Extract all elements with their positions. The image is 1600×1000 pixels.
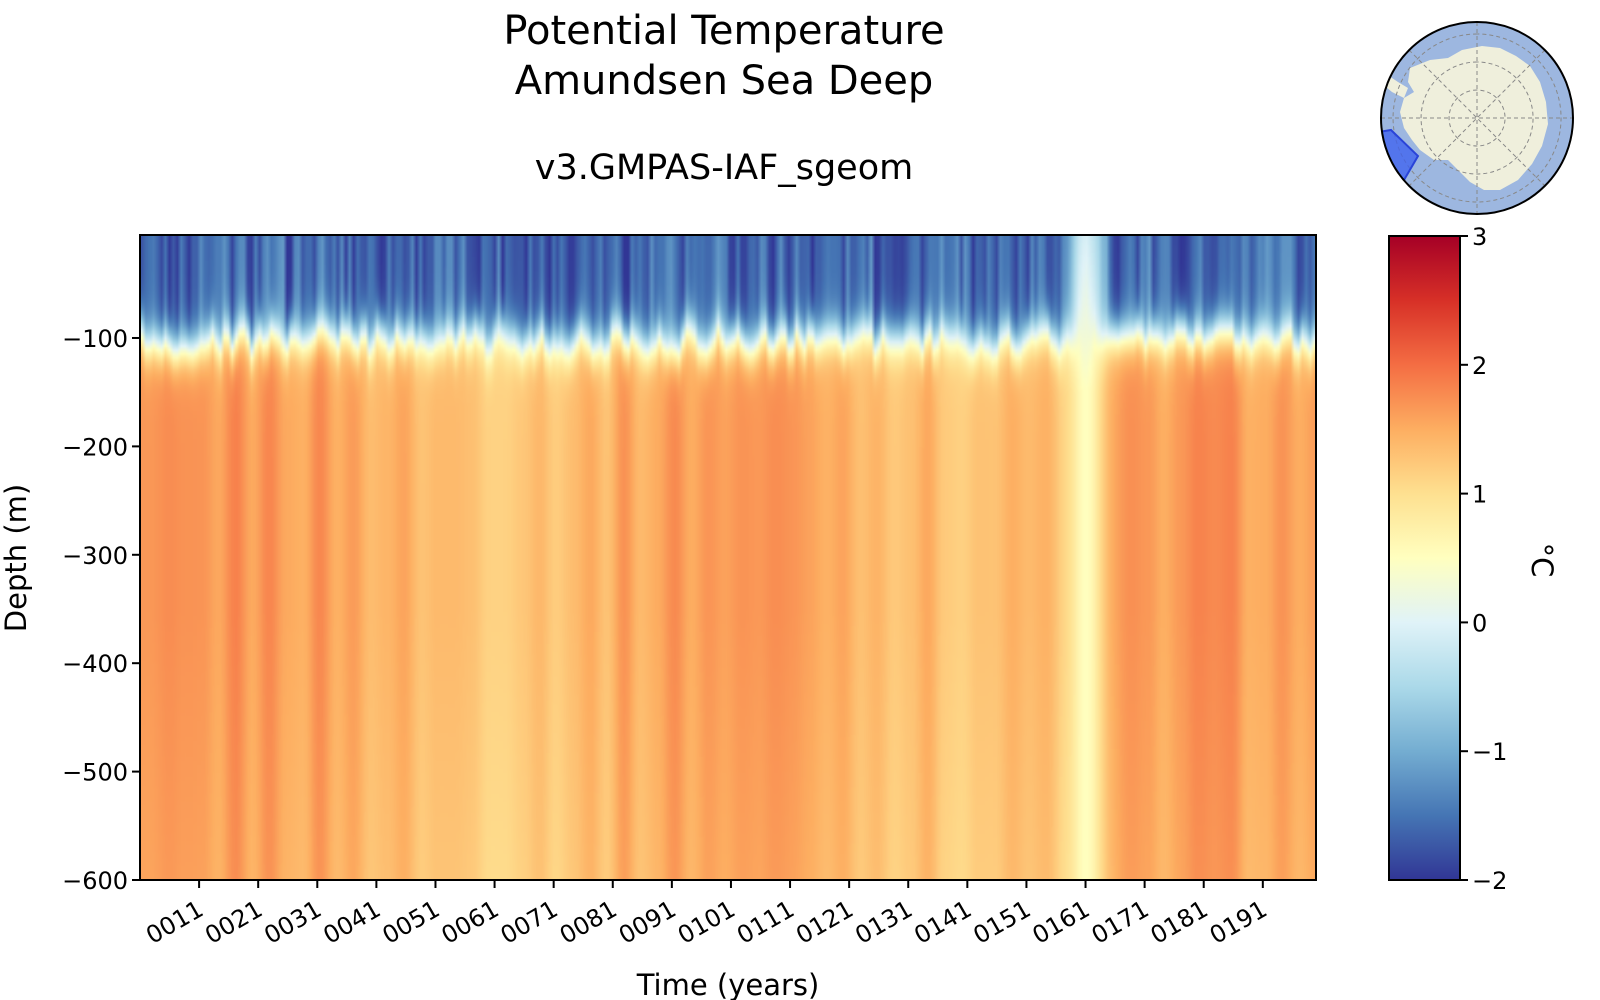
x-tick-label-3: 0041	[318, 895, 385, 950]
x-tick-label-6: 0071	[496, 895, 563, 950]
x-tick-label-14: 0151	[969, 895, 1036, 950]
plot-frame	[139, 234, 1317, 881]
colorbar-tick-label-5: −2	[1472, 867, 1507, 895]
x-tick-label-5: 0061	[437, 895, 504, 950]
chart-title-line-1: Potential Temperature	[503, 8, 945, 54]
x-tick-label-9: 0101	[673, 895, 740, 950]
x-tick-label-15: 0161	[1028, 895, 1095, 950]
x-tick-label-2: 0031	[259, 895, 326, 950]
heatmap-field	[140, 235, 1316, 880]
chart-subtitle: v3.GMPAS-IAF_sgeom	[534, 148, 914, 188]
colorbar	[1388, 235, 1461, 881]
x-tick-label-17: 0181	[1146, 895, 1213, 950]
x-tick-label-11: 0121	[791, 895, 858, 950]
x-tick-label-13: 0141	[909, 895, 976, 950]
y-tick-label-0: −100	[62, 325, 128, 353]
y-tick-label-3: −400	[62, 650, 128, 678]
y-tick-label-4: −500	[62, 759, 128, 787]
x-axis-ticks: 0011002100310041005100610071008100910101…	[141, 880, 1272, 950]
colorbar-tick-label-0: 3	[1472, 223, 1487, 251]
y-tick-label-1: −200	[62, 433, 128, 461]
y-axis-ticks: −100 −200 −300 −400 −500 −600	[62, 325, 140, 895]
x-tick-label-12: 0131	[850, 895, 917, 950]
inset-map	[1380, 21, 1574, 215]
x-tick-label-18: 0191	[1205, 895, 1272, 950]
colorbar-ticks: 3 2 1 0 −1 −2	[1460, 223, 1507, 895]
y-tick-label-2: −300	[62, 542, 128, 570]
inset-graticule-circle-2	[1420, 61, 1534, 175]
y-axis-label: Depth (m)	[0, 484, 33, 632]
colorbar-tick-label-1: 2	[1472, 352, 1487, 380]
colorbar-label: °C	[1525, 543, 1559, 578]
colorbar-tick-label-3: 0	[1472, 609, 1487, 637]
heatmap-image	[140, 235, 1316, 880]
x-tick-label-7: 0081	[555, 895, 622, 950]
inset-globe-outline	[1380, 21, 1574, 215]
x-tick-label-10: 0111	[732, 895, 799, 950]
x-axis-label: Time (years)	[636, 968, 820, 1000]
colorbar-tick-label-4: −1	[1472, 738, 1507, 766]
x-tick-label-4: 0051	[378, 895, 445, 950]
colorbar-tick-label-2: 1	[1472, 481, 1487, 509]
inset-graticule-circle-3	[1392, 33, 1562, 203]
inset-graticule-circle-1	[1448, 89, 1506, 147]
x-tick-label-8: 0091	[614, 895, 681, 950]
y-tick-label-5: −600	[62, 867, 128, 895]
x-tick-label-1: 0021	[200, 895, 267, 950]
x-tick-label-16: 0171	[1087, 895, 1154, 950]
x-tick-label-0: 0011	[141, 895, 208, 950]
chart-title-line-2: Amundsen Sea Deep	[514, 58, 934, 104]
